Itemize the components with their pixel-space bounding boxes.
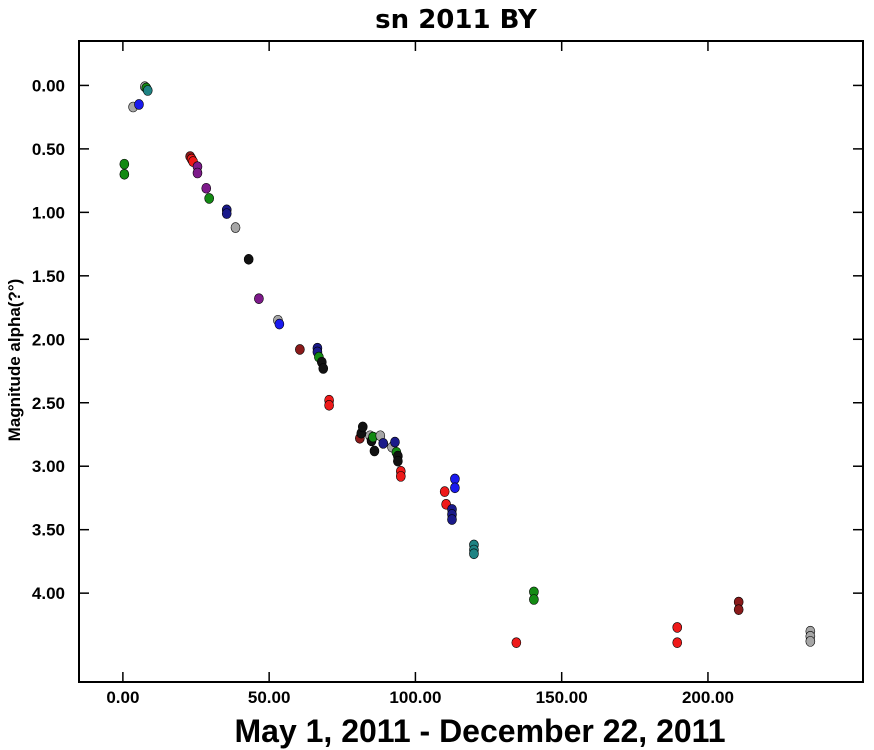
data-point	[192, 167, 203, 179]
data-point	[369, 445, 380, 457]
data-point	[447, 514, 457, 525]
y-tick-label: 1.00	[32, 203, 65, 222]
data-point	[393, 455, 403, 467]
axis-ticks: 0.00 0.50 1.00 1.50 2.00 2.50 3.00 3.50 4.00 0.00…	[32, 41, 863, 707]
y-tick-label: 0.00	[32, 76, 65, 95]
y-tick-label: 4.00	[32, 584, 65, 603]
data-point	[450, 482, 460, 494]
data-point	[274, 318, 285, 330]
data-point	[324, 399, 334, 411]
data-point	[295, 344, 305, 355]
data-point	[142, 85, 153, 96]
y-tick-label: 1.50	[32, 267, 65, 286]
data-point	[672, 622, 683, 633]
data-point	[318, 363, 329, 374]
data-point	[395, 471, 406, 482]
data-point	[204, 193, 214, 204]
data-point	[511, 637, 522, 648]
x-tick-label: 0.00	[106, 688, 139, 707]
y-tick-label: 2.50	[32, 394, 65, 413]
data-point	[390, 436, 400, 448]
data-point	[134, 99, 144, 110]
data-point	[201, 182, 212, 194]
data-point	[529, 594, 539, 605]
data-points	[119, 81, 816, 648]
data-point	[230, 222, 241, 233]
y-tick-label: 3.00	[32, 457, 65, 476]
x-tick-label: 100.00	[389, 688, 441, 707]
data-point	[378, 438, 389, 449]
data-point	[119, 158, 130, 170]
data-point	[357, 421, 368, 433]
data-point	[469, 548, 479, 560]
x-tick-label: 200.00	[682, 688, 734, 707]
data-point	[243, 254, 254, 265]
data-point	[450, 473, 460, 485]
chart-title: sn 2011 BY	[375, 5, 538, 35]
data-point	[733, 604, 744, 615]
plot-frame	[78, 40, 864, 683]
y-tick-label: 0.50	[32, 140, 65, 159]
x-tick-label: 50.00	[248, 688, 291, 707]
data-point	[672, 637, 683, 648]
data-point	[805, 636, 816, 647]
data-point	[439, 486, 450, 497]
x-tick-label: 150.00	[536, 688, 588, 707]
y-tick-label: 3.50	[32, 521, 65, 540]
y-axis-label: Magnitude alpha(?°)	[5, 279, 24, 442]
data-point	[254, 293, 264, 304]
data-point	[221, 208, 232, 219]
y-tick-label: 2.00	[32, 330, 65, 349]
data-point	[119, 168, 130, 180]
x-axis-label: May 1, 2011 - December 22, 2011	[234, 713, 725, 749]
